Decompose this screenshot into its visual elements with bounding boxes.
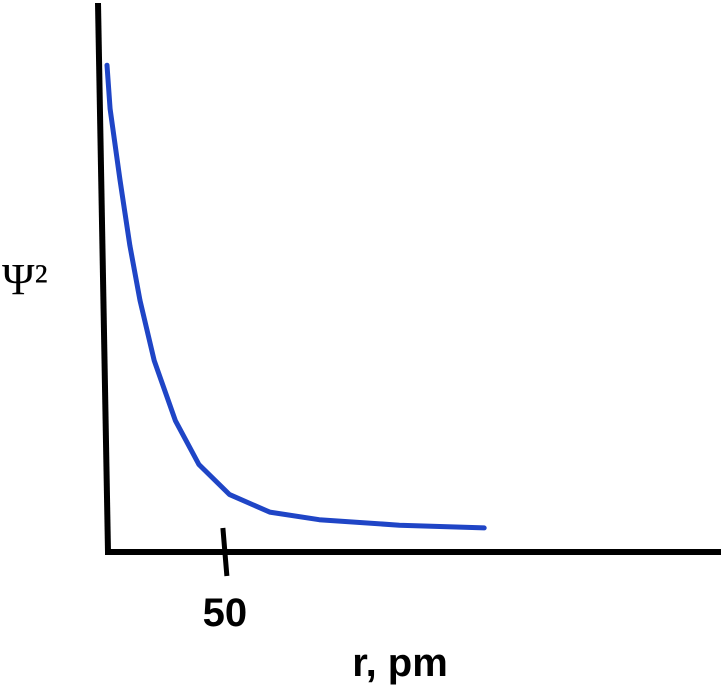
x-axis-label: r, pm — [352, 641, 448, 685]
x-tick — [220, 527, 230, 577]
data-line — [104, 62, 487, 531]
y-axis-label: Ψ² — [2, 255, 48, 304]
x-tick-label: 50 — [203, 591, 248, 635]
y-axis — [95, 2, 111, 553]
